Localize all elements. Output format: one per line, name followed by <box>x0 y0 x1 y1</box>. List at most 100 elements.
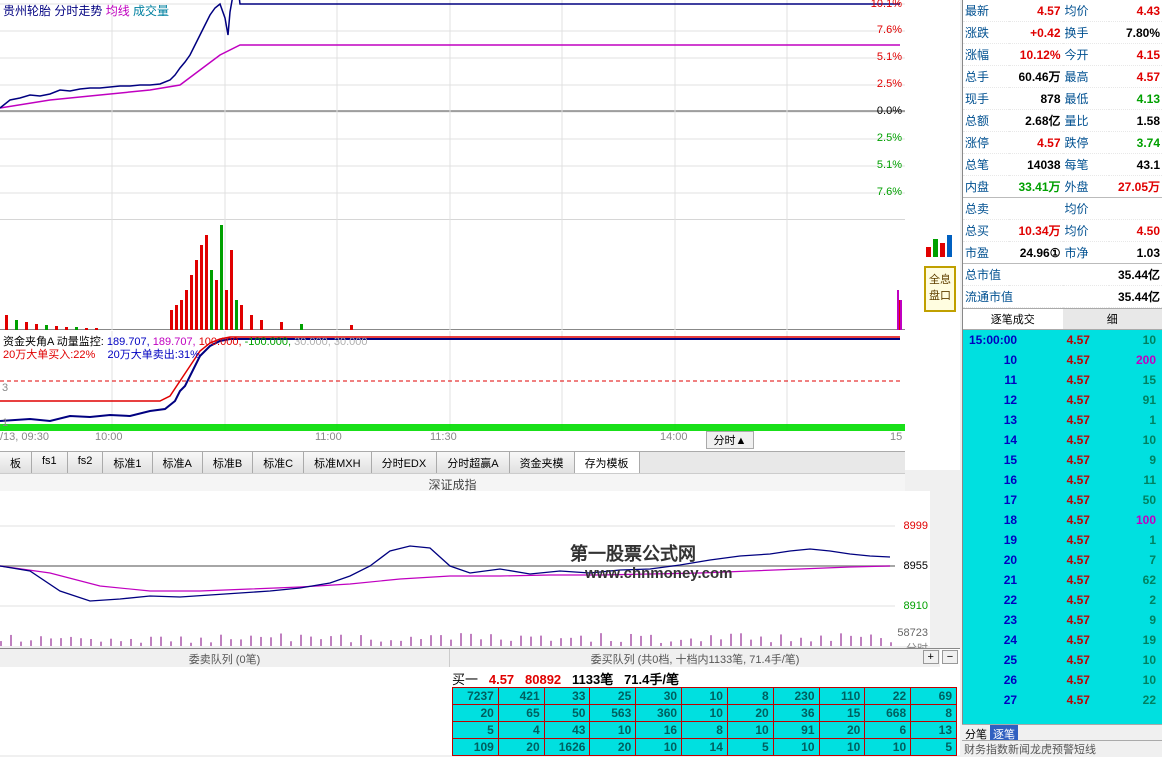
pct-label: 5.1% <box>877 51 902 63</box>
order-cell: 421 <box>498 688 544 705</box>
order-cell: 10 <box>682 688 728 705</box>
tick-price: 4.57 <box>1023 490 1096 510</box>
tick-tab-detail[interactable]: 细 <box>1063 309 1162 329</box>
plus-button[interactable]: + <box>923 650 939 664</box>
tick-time: 23 <box>963 610 1023 630</box>
minus-button[interactable]: − <box>942 650 958 664</box>
quote-value: 14038 <box>1009 154 1063 176</box>
tab-10[interactable]: 资金夹模 <box>510 452 575 473</box>
tick-time: 11 <box>963 370 1023 390</box>
quote-value: 35.44亿 <box>1063 264 1162 286</box>
order-cell: 4 <box>498 722 544 739</box>
time-tick: 15 <box>890 431 902 443</box>
tab-6[interactable]: 标准C <box>253 452 304 473</box>
tab-7[interactable]: 标准MXH <box>304 452 371 473</box>
quote-value: 24.96① <box>1009 242 1063 264</box>
quote-label: 总额 <box>963 110 1009 132</box>
buy-one-count: 1133笔 <box>572 672 613 687</box>
quote-label: 均价 <box>1063 198 1109 220</box>
tab-8[interactable]: 分时EDX <box>372 452 438 473</box>
order-cell: 20 <box>453 705 499 722</box>
buy-one-price: 4.57 <box>489 672 514 687</box>
sub-chart-label: 深证成指 <box>0 473 905 491</box>
pct-label: 5.1% <box>877 159 902 171</box>
order-cell: 230 <box>773 688 819 705</box>
tick-vol: 10 <box>1096 670 1162 690</box>
quote-label: 涨幅 <box>963 44 1009 66</box>
order-cell: 7237 <box>453 688 499 705</box>
quote-value: 35.44亿 <box>1063 286 1162 308</box>
quote-label: 换手 <box>1063 22 1109 44</box>
quote-label: 内盘 <box>963 176 1009 198</box>
order-cell: 33 <box>544 688 590 705</box>
order-cell: 22 <box>865 688 911 705</box>
sub-chart[interactable]: 89998955891058723分时 <box>0 491 930 646</box>
tick-table[interactable]: 15:00:00 4.57 1010 4.57 20011 4.57 1512 … <box>963 330 1162 748</box>
tab-0[interactable]: 板 <box>0 452 32 473</box>
tick-time: 19 <box>963 530 1023 550</box>
tab-2[interactable]: fs2 <box>68 452 104 473</box>
tab-5[interactable]: 标准B <box>203 452 253 473</box>
fenshi-button[interactable]: 分时▲ <box>706 431 754 449</box>
tick-vol: 7 <box>1096 550 1162 570</box>
quote-value <box>1009 198 1063 220</box>
tick-time: 27 <box>963 690 1023 710</box>
tab-4[interactable]: 标准A <box>153 452 203 473</box>
tab-bar: 板fs1fs2标准1标准A标准B标准C标准MXH分时EDX分时超赢A资金夹模存为… <box>0 451 905 473</box>
fenbi-tab-2[interactable]: 逐笔 <box>990 725 1018 740</box>
quote-label: 市盈 <box>963 242 1009 264</box>
mini-chart-icon[interactable] <box>924 227 956 259</box>
tick-vol: 22 <box>1096 690 1162 710</box>
order-buy-header: 委买队列 (共0档, 十档内1133笔, 71.4手/笔) <box>450 649 940 667</box>
tick-time: 10 <box>963 350 1023 370</box>
tick-vol: 200 <box>1096 350 1162 370</box>
order-cell: 8 <box>911 705 957 722</box>
quote-value: 4.43 <box>1109 0 1162 22</box>
plus-minus: + − <box>923 649 958 664</box>
order-grid: 7237421332530108230110226920655056336010… <box>452 687 957 756</box>
order-cell: 14 <box>682 739 728 756</box>
quote-value: 10.34万 <box>1009 220 1063 242</box>
stock-title: 贵州轮胎 分时走势 <box>3 4 102 18</box>
tick-vol: 9 <box>1096 610 1162 630</box>
tick-vol: 62 <box>1096 570 1162 590</box>
order-cell: 10 <box>590 722 636 739</box>
order-cell: 20 <box>498 739 544 756</box>
time-tick: 14:00 <box>660 431 688 443</box>
quote-value: 1.03 <box>1109 242 1162 264</box>
order-cell: 20 <box>727 705 773 722</box>
time-tick: 10:00 <box>95 431 123 443</box>
tab-1[interactable]: fs1 <box>32 452 68 473</box>
quote-label: 总手 <box>963 66 1009 88</box>
order-cell: 8 <box>682 722 728 739</box>
tick-time: 26 <box>963 670 1023 690</box>
fenbi-tab-1[interactable]: 分笔 <box>962 725 990 740</box>
svg-text:3: 3 <box>2 382 8 394</box>
tab-11[interactable]: 存为模板 <box>575 452 640 473</box>
time-tick: /13, 09:30 <box>0 431 49 443</box>
quote-value: 3.74 <box>1109 132 1162 154</box>
buy-one-vol: 80892 <box>525 672 561 687</box>
order-cell: 69 <box>911 688 957 705</box>
order-cell: 30 <box>636 688 682 705</box>
tick-tab-trades[interactable]: 逐笔成交 <box>963 309 1063 329</box>
tab-9[interactable]: 分时超赢A <box>437 452 509 473</box>
quote-value: 7.80% <box>1109 22 1162 44</box>
order-cell: 20 <box>590 739 636 756</box>
volume-chart[interactable] <box>0 220 905 330</box>
order-cell: 25 <box>590 688 636 705</box>
quote-value: 1.58 <box>1109 110 1162 132</box>
tab-3[interactable]: 标准1 <box>103 452 152 473</box>
quote-value: 4.57 <box>1009 0 1063 22</box>
quote-label: 最低 <box>1063 88 1109 110</box>
quanxi-button[interactable]: 全息盘口 <box>924 266 956 312</box>
quote-label: 涨停 <box>963 132 1009 154</box>
sub-level-label: 58723 <box>897 627 928 639</box>
price-chart[interactable]: 10.1%7.6%5.1%2.5%0.0%2.5%5.1%7.6% <box>0 0 905 220</box>
quote-value: 4.50 <box>1109 220 1162 242</box>
quote-label: 市净 <box>1063 242 1109 264</box>
quote-label: 每笔 <box>1063 154 1109 176</box>
tick-price: 4.57 <box>1023 550 1096 570</box>
time-tick: 11:00 <box>315 431 342 443</box>
tick-price: 4.57 <box>1023 330 1096 350</box>
